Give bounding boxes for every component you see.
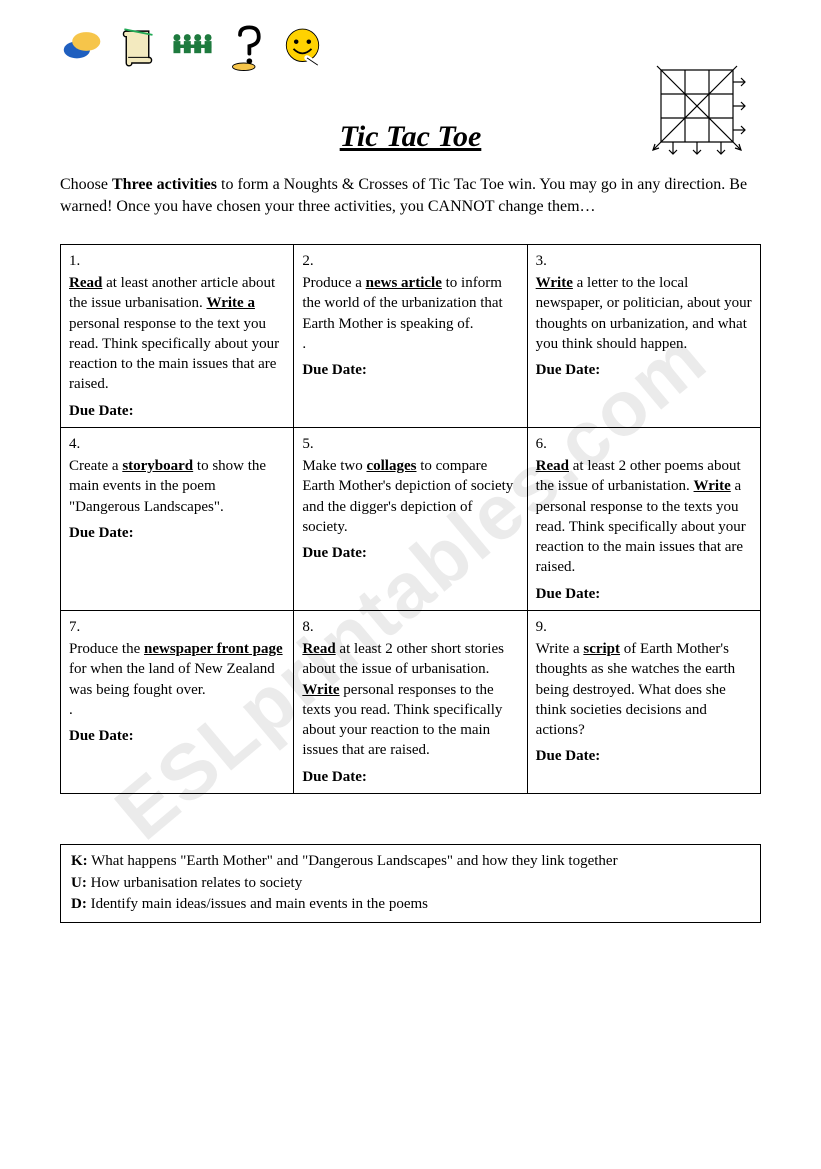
cell-number: 4. (69, 436, 80, 452)
kud-d-label: D: (71, 896, 87, 912)
cell-number: 6. (536, 436, 547, 452)
cell-1: 1. Read at least another article about t… (61, 244, 294, 427)
due-date-label: Due Date: (302, 767, 518, 787)
kud-u-line: U: How urbanisation relates to society (71, 873, 750, 895)
cell-3: 3. Write a letter to the local newspaper… (527, 244, 760, 427)
instructions-bold: Three activities (112, 176, 217, 193)
kud-k-label: K: (71, 853, 88, 869)
kud-u-text: How urbanisation relates to society (87, 875, 302, 891)
cell-9: 9. Write a script of Earth Mother's thou… (527, 610, 760, 793)
header-row: Tic Tac Toe (60, 120, 761, 154)
due-date-label: Due Date: (302, 360, 518, 380)
cell-7: 7. Produce the newspaper front page for … (61, 610, 294, 793)
due-date-label: Due Date: (536, 360, 752, 380)
kud-box: K: What happens "Earth Mother" and "Dang… (60, 844, 761, 923)
cell-body: Read at least another article about the … (69, 273, 285, 395)
instructions-pre: Choose (60, 176, 112, 193)
cell-body: Produce the newspaper front page for whe… (69, 639, 285, 720)
cell-2: 2. Produce a news article to inform the … (294, 244, 527, 427)
page-title: Tic Tac Toe (340, 120, 482, 154)
cell-number: 9. (536, 619, 547, 635)
people-chain-icon (170, 25, 215, 70)
cell-5: 5. Make two collages to compare Earth Mo… (294, 427, 527, 610)
kud-d-text: Identify main ideas/issues and main even… (87, 896, 428, 912)
due-date-label: Due Date: (536, 746, 752, 766)
cell-8: 8. Read at least 2 other short stories a… (294, 610, 527, 793)
due-date-label: Due Date: (302, 543, 518, 563)
smiley-icon (280, 25, 325, 70)
cell-number: 5. (302, 436, 313, 452)
cell-body: Produce a news article to inform the wor… (302, 273, 518, 354)
cell-number: 7. (69, 619, 80, 635)
worksheet-page: ESLprintables.com (0, 0, 821, 1169)
instructions: Choose Three activities to form a Nought… (60, 174, 761, 219)
cell-number: 1. (69, 253, 80, 269)
table-row: 4. Create a storyboard to show the main … (61, 427, 761, 610)
cell-number: 8. (302, 619, 313, 635)
table-row: 7. Produce the newspaper front page for … (61, 610, 761, 793)
activity-grid: 1. Read at least another article about t… (60, 244, 761, 794)
cell-body: Create a storyboard to show the main eve… (69, 456, 285, 517)
cell-body: Read at least 2 other short stories abou… (302, 639, 518, 761)
kud-k-line: K: What happens "Earth Mother" and "Dang… (71, 851, 750, 873)
scroll-icon (115, 25, 160, 70)
due-date-label: Due Date: (69, 726, 285, 746)
kud-k-text: What happens "Earth Mother" and "Dangero… (88, 853, 618, 869)
cell-number: 3. (536, 253, 547, 269)
cell-body: Read at least 2 other poems about the is… (536, 456, 752, 578)
kud-d-line: D: Identify main ideas/issues and main e… (71, 894, 750, 916)
tic-tac-toe-diagram-icon (641, 60, 751, 165)
cell-6: 6. Read at least 2 other poems about the… (527, 427, 760, 610)
cell-number: 2. (302, 253, 313, 269)
cell-body: Make two collages to compare Earth Mothe… (302, 456, 518, 537)
question-mark-icon (225, 25, 270, 70)
cell-4: 4. Create a storyboard to show the main … (61, 427, 294, 610)
kud-u-label: U: (71, 875, 87, 891)
due-date-label: Due Date: (69, 523, 285, 543)
speech-bubble-icon (60, 25, 105, 70)
due-date-label: Due Date: (69, 401, 285, 421)
due-date-label: Due Date: (536, 584, 752, 604)
cell-body: Write a letter to the local newspaper, o… (536, 273, 752, 354)
cell-body: Write a script of Earth Mother's thought… (536, 639, 752, 740)
table-row: 1. Read at least another article about t… (61, 244, 761, 427)
